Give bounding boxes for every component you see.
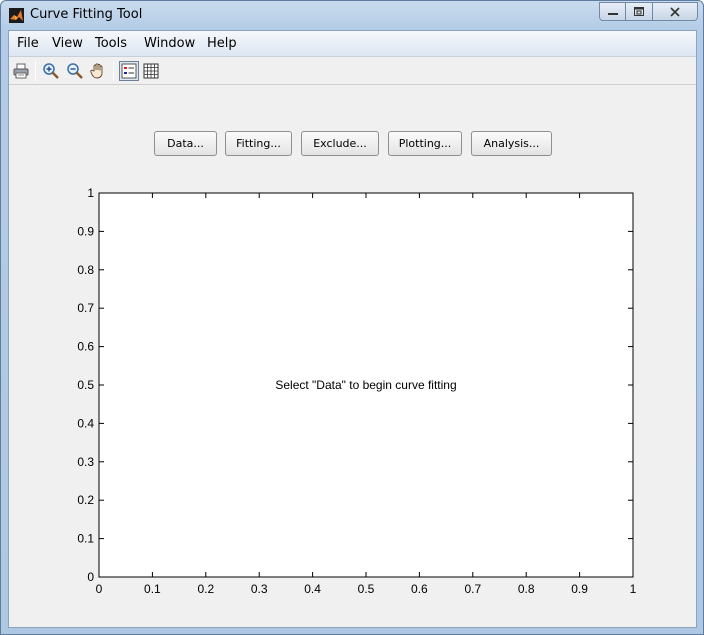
fitting-button[interactable]: Fitting...	[225, 131, 292, 156]
minimize-icon	[607, 12, 618, 15]
y-tick-label: 0.4	[77, 416, 94, 430]
window-controls	[599, 2, 698, 21]
y-tick-label: 0	[87, 570, 94, 584]
zoom-in-icon	[43, 63, 59, 79]
y-tick-label: 0.2	[77, 493, 94, 507]
y-tick-label: 0.1	[77, 532, 94, 546]
analysis-button[interactable]: Analysis...	[471, 131, 552, 156]
axes-area	[98, 192, 634, 578]
figure-client-area: File View Tools Window Help	[8, 30, 697, 628]
x-tick-label: 0.9	[571, 582, 588, 596]
grid-toggle-button[interactable]	[141, 61, 161, 81]
y-tick-label: 0.6	[77, 340, 94, 354]
x-tick-label: 0.6	[411, 582, 428, 596]
pan-hand-icon	[90, 63, 103, 79]
menu-file[interactable]: File	[17, 36, 39, 51]
title-bar[interactable]: Curve Fitting Tool	[1, 1, 703, 29]
axis-ticks	[98, 192, 634, 578]
legend-toggle-icon	[121, 63, 137, 79]
y-tick-label: 0.8	[77, 263, 94, 277]
plot-axes[interactable]: 0 0.1 0.2 0.3 0.4 0.5 0.6 0.7 0.8 0.9 1 0 0.1 0.2 0.3 0…	[9, 31, 696, 627]
y-tick-label: 0.7	[77, 301, 94, 315]
close-icon	[670, 6, 680, 17]
exclude-button[interactable]: Exclude...	[301, 131, 379, 156]
zoom-in-button[interactable]	[41, 61, 61, 81]
pan-button[interactable]	[88, 61, 108, 81]
toolbar-separator	[113, 61, 114, 81]
x-tick-label: 0	[96, 582, 103, 596]
x-tick-label: 0.5	[358, 582, 375, 596]
y-tick-label: 0.9	[77, 224, 94, 238]
x-tick-label: 0.4	[304, 582, 321, 596]
menu-window[interactable]: Window	[144, 36, 196, 51]
toolbar	[9, 58, 696, 85]
data-button[interactable]: Data...	[154, 131, 217, 156]
zoom-out-icon	[67, 63, 83, 79]
y-tick-label: 1	[87, 186, 94, 200]
menu-help[interactable]: Help	[207, 36, 237, 51]
menu-view[interactable]: View	[52, 36, 83, 51]
zoom-out-button[interactable]	[65, 61, 85, 81]
x-tick-label: 0.3	[251, 582, 268, 596]
x-tick-label: 0.2	[197, 582, 214, 596]
window-title: Curve Fitting Tool	[30, 7, 143, 22]
print-icon	[13, 63, 29, 79]
minimize-button[interactable]	[599, 2, 626, 21]
plot-placeholder-message: Select "Data" to begin curve fitting	[275, 378, 456, 392]
x-tick-label: 0.1	[144, 582, 161, 596]
axis-tick-labels: 0 0.1 0.2 0.3 0.4 0.5 0.6 0.7 0.8 0.9 1 0 0.1 0.2 0.3 0…	[77, 186, 636, 596]
y-tick-label: 0.5	[77, 378, 94, 392]
x-tick-label: 0.7	[464, 582, 481, 596]
restore-icon	[634, 7, 644, 16]
menu-tools[interactable]: Tools	[95, 36, 128, 51]
maximize-button[interactable]	[626, 2, 653, 21]
x-tick-label: 0.8	[518, 582, 535, 596]
menu-bar: File View Tools Window Help	[9, 31, 696, 57]
matlab-logo-icon	[9, 8, 24, 23]
grid-toggle-icon	[143, 63, 159, 79]
toolbar-separator	[35, 61, 36, 81]
legend-toggle-button[interactable]	[119, 61, 139, 81]
plotting-button[interactable]: Plotting...	[388, 131, 462, 156]
x-tick-label: 1	[630, 582, 637, 596]
print-button[interactable]	[11, 61, 31, 81]
close-button[interactable]	[653, 2, 698, 21]
y-tick-label: 0.3	[77, 455, 94, 469]
